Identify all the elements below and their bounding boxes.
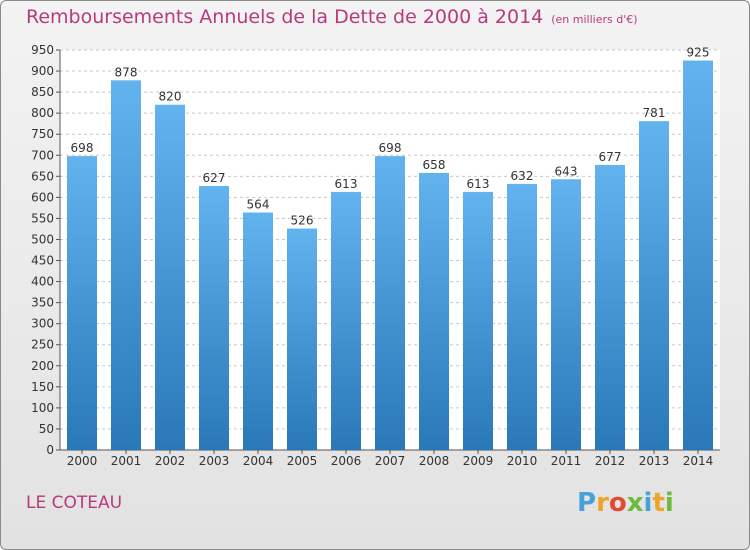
bar-value-label: 781	[643, 106, 666, 120]
y-tick-label: 100	[31, 401, 54, 415]
commune-name: LE COTEAU	[26, 493, 123, 513]
x-tick-label: 2003	[199, 454, 230, 468]
proxiti-logo: Proxiti	[577, 488, 674, 518]
chart-title-unit: (en milliers d'€)	[551, 13, 638, 26]
y-tick-label: 650	[31, 169, 54, 183]
x-tick-label: 2012	[595, 454, 626, 468]
bar-value-label: 925	[687, 46, 710, 60]
y-tick-label: 450	[31, 254, 54, 268]
bar	[551, 179, 581, 450]
x-tick-label: 2010	[507, 454, 538, 468]
bar	[243, 212, 273, 450]
bar-value-label: 878	[115, 65, 138, 79]
x-tick-label: 2006	[331, 454, 362, 468]
bar	[331, 191, 361, 451]
y-tick-label: 800	[31, 106, 54, 120]
bar	[287, 228, 317, 450]
y-tick-label: 50	[39, 422, 54, 436]
bar-value-label: 658	[423, 158, 446, 172]
x-tick-label: 2001	[111, 454, 142, 468]
chart-title-text: Remboursements Annuels de la Dette de 20…	[26, 6, 544, 28]
bar	[199, 186, 229, 450]
bar	[375, 156, 405, 450]
chart-title: Remboursements Annuels de la Dette de 20…	[26, 6, 638, 28]
bar-value-label: 613	[335, 177, 358, 191]
bar-value-label: 643	[555, 164, 578, 178]
bar	[463, 191, 493, 451]
y-tick-label: 950	[31, 43, 54, 57]
y-tick-label: 250	[31, 338, 54, 352]
bar-value-label: 632	[511, 169, 534, 183]
bar	[419, 172, 449, 450]
y-tick-label: 700	[31, 148, 54, 162]
x-tick-label: 2009	[463, 454, 494, 468]
bar-value-label: 627	[203, 171, 226, 185]
y-tick-label: 500	[31, 232, 54, 246]
x-tick-label: 2007	[375, 454, 406, 468]
bar	[67, 156, 97, 450]
y-tick-label: 200	[31, 359, 54, 373]
bar	[111, 80, 141, 450]
x-tick-label: 2004	[243, 454, 274, 468]
bar	[507, 183, 537, 451]
bar-value-label: 613	[467, 177, 490, 191]
x-tick-label: 2005	[287, 454, 318, 468]
x-tick-label: 2014	[683, 454, 714, 468]
y-tick-label: 400	[31, 275, 54, 289]
y-tick-label: 550	[31, 211, 54, 225]
x-tick-label: 2013	[639, 454, 670, 468]
x-tick-label: 2011	[551, 454, 582, 468]
bar-value-label: 698	[71, 141, 94, 155]
y-tick-label: 750	[31, 127, 54, 141]
bar	[155, 104, 185, 450]
bar-value-label: 820	[159, 90, 182, 104]
bar	[683, 60, 713, 451]
y-tick-label: 850	[31, 85, 54, 99]
y-tick-label: 600	[31, 190, 54, 204]
x-tick-label: 2002	[155, 454, 186, 468]
bar-value-label: 564	[247, 198, 270, 212]
bar-value-label: 677	[599, 150, 622, 164]
bar	[595, 164, 625, 450]
bar-value-label: 526	[291, 214, 314, 228]
y-tick-label: 300	[31, 317, 54, 331]
y-tick-label: 350	[31, 296, 54, 310]
y-tick-label: 900	[31, 64, 54, 78]
x-tick-label: 2008	[419, 454, 450, 468]
y-tick-label: 0	[46, 443, 54, 457]
y-tick-label: 150	[31, 380, 54, 394]
bar	[639, 121, 669, 450]
x-tick-label: 2000	[67, 454, 98, 468]
bar-value-label: 698	[379, 141, 402, 155]
